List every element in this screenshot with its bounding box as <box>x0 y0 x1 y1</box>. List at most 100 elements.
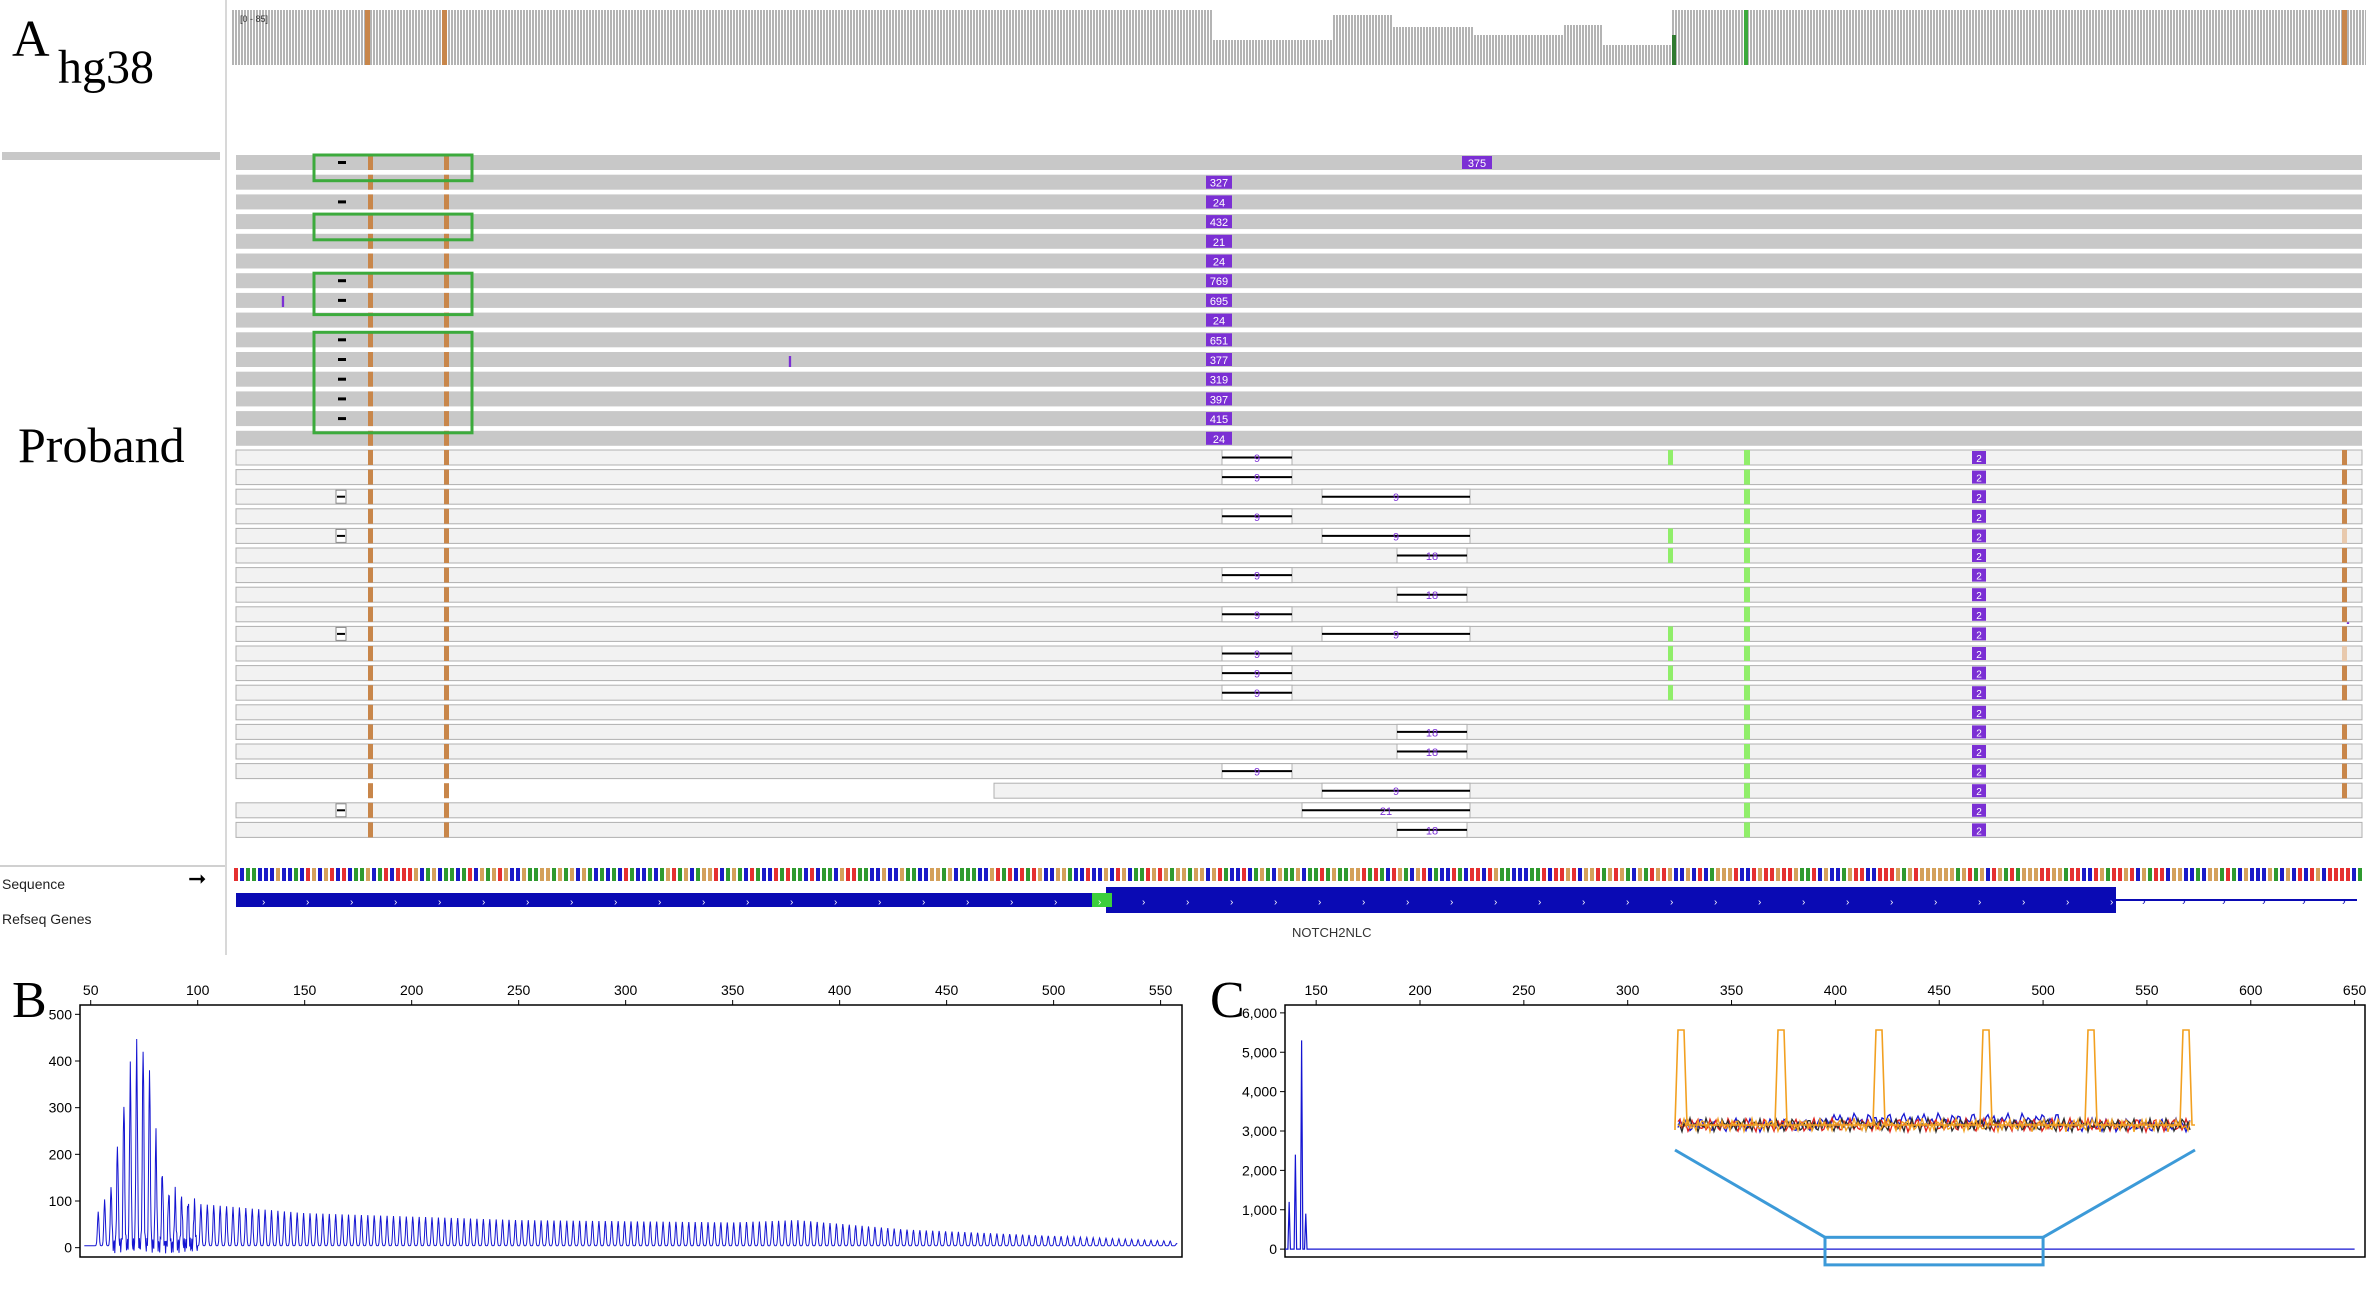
insertion-label: 24 <box>1213 434 1225 446</box>
coverage-bar <box>901 10 903 65</box>
base <box>918 868 922 881</box>
insertion-marker: I <box>788 354 792 371</box>
igv-data-panel[interactable]: 375 327 24 432 21 24 769 695 24 651 377 319 397 415 24… <box>232 0 2367 955</box>
coverage-bar <box>2230 10 2232 65</box>
coverage-bar <box>1117 10 1119 65</box>
coverage-bar <box>604 10 606 65</box>
coverage-bar <box>259 10 261 65</box>
coverage-bar <box>1324 40 1326 65</box>
repeat-insertion-label: 2 <box>1976 728 1982 739</box>
coverage-bar <box>1258 40 1260 65</box>
base <box>1776 868 1780 881</box>
coverage-bar <box>2272 10 2274 65</box>
coverage-bar <box>1165 10 1167 65</box>
coverage-bar <box>2227 10 2229 65</box>
coverage-bar <box>337 10 339 65</box>
coverage-bar <box>298 10 300 65</box>
coverage-bar <box>2101 10 2103 65</box>
mismatch-green <box>1668 528 1673 544</box>
base <box>756 868 760 881</box>
coverage-bar <box>1912 10 1914 65</box>
base <box>246 868 250 881</box>
coverage-bar <box>1024 10 1026 65</box>
base <box>252 868 256 881</box>
base <box>1890 868 1894 881</box>
strand-arrow: › <box>1318 897 1321 908</box>
coverage-bar <box>1639 45 1641 65</box>
base <box>390 868 394 881</box>
plot-frame <box>79 1004 1183 1258</box>
coverage-bar <box>2359 10 2361 65</box>
mismatch <box>368 685 373 701</box>
coverage-bar <box>1648 45 1650 65</box>
base <box>1596 868 1600 881</box>
base <box>1740 868 1744 881</box>
coverage-bar <box>253 10 255 65</box>
strand-arrow: › <box>1494 897 1497 908</box>
base <box>2232 868 2236 881</box>
coverage-bar <box>886 10 888 65</box>
igv-alignment-view[interactable]: 375 327 24 432 21 24 769 695 24 651 377 319 397 415 24… <box>232 0 2367 955</box>
coverage-bar <box>2287 10 2289 65</box>
base <box>1134 868 1138 881</box>
coverage-bar <box>1594 25 1596 65</box>
coverage-bar <box>283 10 285 65</box>
base <box>1044 868 1048 881</box>
mismatch <box>2342 450 2347 465</box>
sequence-track-label[interactable]: Sequence <box>2 876 66 892</box>
base <box>2238 868 2242 881</box>
base <box>1866 868 1870 881</box>
base <box>2040 868 2044 881</box>
base <box>1878 868 1882 881</box>
mismatch <box>2342 567 2347 583</box>
coverage-bar <box>1570 25 1572 65</box>
deletion-label: 18 <box>1426 747 1438 759</box>
base <box>2148 868 2152 881</box>
coverage-bar <box>877 10 879 65</box>
base <box>336 868 340 881</box>
coverage-bar <box>1810 10 1812 65</box>
x-tick-label: 400 <box>1824 982 1848 998</box>
strand-arrow-icon[interactable]: ➞ <box>188 866 207 891</box>
gray-read <box>236 273 2362 289</box>
coverage-bar <box>2338 10 2340 65</box>
coverage-bar <box>790 10 792 65</box>
insertion-label: 651 <box>1210 335 1228 347</box>
coverage-bar <box>1366 15 1368 65</box>
strand-arrow: › <box>526 897 529 908</box>
coverage-bar <box>1264 40 1266 65</box>
coverage-bar <box>2038 10 2040 65</box>
base <box>1446 868 1450 881</box>
coverage-bar <box>451 10 453 65</box>
coverage-bar <box>244 10 246 65</box>
base <box>1818 868 1822 881</box>
base <box>2358 868 2362 881</box>
base <box>2322 868 2326 881</box>
white-read <box>235 645 2363 662</box>
coverage-bar <box>1102 10 1104 65</box>
strand-arrow: › <box>2142 896 2146 908</box>
coverage-bar <box>2143 10 2145 65</box>
coverage-bar <box>1756 10 1758 65</box>
chart-c: 150 200 250 300 350 400 450 500 550 600 650 0 1,000 2… <box>1242 982 2367 1267</box>
base <box>2268 868 2272 881</box>
gray-read <box>236 292 2362 308</box>
refseq-track-label[interactable]: Refseq Genes <box>2 911 92 927</box>
base <box>786 868 790 881</box>
base <box>420 868 424 881</box>
coverage-bar <box>2254 10 2256 65</box>
base <box>1638 868 1642 881</box>
coverage-bar <box>799 10 801 65</box>
coverage-bar <box>1342 15 1344 65</box>
white-read <box>235 763 2363 780</box>
base <box>1458 868 1462 881</box>
base <box>1050 868 1054 881</box>
coverage-bar <box>2212 10 2214 65</box>
base <box>2190 868 2194 881</box>
small-deletion <box>338 397 346 401</box>
coverage-bar <box>2257 10 2259 65</box>
coverage-bar <box>2029 10 2031 65</box>
coverage-bar <box>1855 10 1857 65</box>
base <box>1956 868 1960 881</box>
insertion-box <box>1206 175 1232 189</box>
